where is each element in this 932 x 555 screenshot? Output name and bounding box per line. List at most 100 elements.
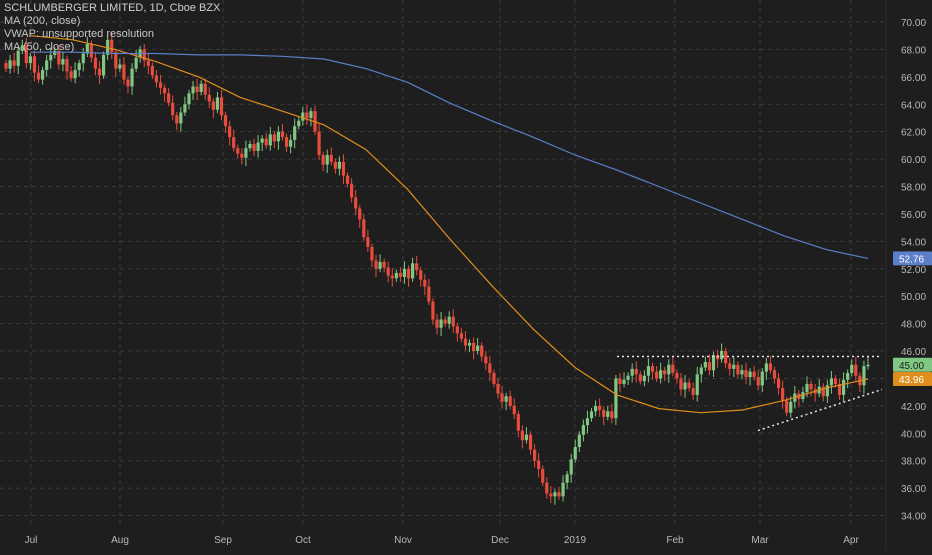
candle-body[interactable]: [492, 372, 496, 384]
candle-body[interactable]: [866, 364, 870, 367]
candle-body[interactable]: [683, 382, 687, 390]
candle-body[interactable]: [471, 342, 476, 352]
ma200-line[interactable]: [31, 51, 869, 259]
candle-body[interactable]: [671, 364, 675, 373]
candle-body[interactable]: [110, 39, 114, 53]
candle-body[interactable]: [337, 161, 342, 169]
candle-body[interactable]: [785, 400, 789, 413]
candle-body[interactable]: [362, 219, 366, 238]
candle-body[interactable]: [329, 154, 333, 162]
candle-body[interactable]: [61, 59, 65, 65]
candle-body[interactable]: [602, 409, 606, 417]
candle-body[interactable]: [228, 126, 232, 138]
candle-body[interactable]: [199, 83, 203, 92]
candle-body[interactable]: [516, 414, 520, 431]
candle-body[interactable]: [122, 64, 126, 80]
candle-body[interactable]: [252, 144, 256, 151]
candle-body[interactable]: [748, 371, 752, 378]
candle-body[interactable]: [520, 430, 524, 441]
candle-body[interactable]: [687, 382, 691, 389]
candle-body[interactable]: [85, 43, 89, 54]
candle-body[interactable]: [833, 378, 838, 384]
candle-body[interactable]: [317, 131, 321, 155]
candle-body[interactable]: [768, 363, 773, 371]
candle-body[interactable]: [557, 492, 561, 497]
candle-body[interactable]: [236, 148, 240, 154]
candle-body[interactable]: [187, 93, 191, 105]
candle-body[interactable]: [626, 375, 630, 380]
legend-ma50[interactable]: MA (50, close): [4, 41, 75, 53]
candle-body[interactable]: [289, 139, 293, 147]
candle-body[interactable]: [789, 401, 793, 413]
candle-body[interactable]: [284, 137, 289, 147]
candle-body[interactable]: [146, 60, 150, 66]
candle-body[interactable]: [386, 267, 390, 276]
candle-body[interactable]: [240, 153, 244, 158]
candle-body[interactable]: [846, 372, 850, 380]
candle-body[interactable]: [663, 370, 667, 375]
candle-body[interactable]: [618, 378, 622, 384]
candle-body[interactable]: [183, 104, 187, 113]
candle-body[interactable]: [854, 364, 858, 376]
candle-body[interactable]: [382, 261, 386, 268]
candle-body[interactable]: [862, 366, 866, 386]
candle-body[interactable]: [821, 386, 825, 397]
candle-body[interactable]: [740, 370, 744, 375]
candle-body[interactable]: [126, 79, 130, 87]
candle-body[interactable]: [447, 316, 451, 324]
candle-body[interactable]: [496, 383, 500, 394]
candle-body[interactable]: [435, 319, 439, 328]
candle-body[interactable]: [366, 237, 370, 247]
candle-body[interactable]: [760, 371, 764, 386]
candle-body[interactable]: [179, 112, 183, 124]
candle-body[interactable]: [829, 378, 834, 386]
candle-body[interactable]: [736, 364, 740, 375]
candle-body[interactable]: [305, 112, 309, 118]
candle-body[interactable]: [12, 60, 16, 66]
candle-body[interactable]: [561, 482, 565, 497]
candle-body[interactable]: [427, 286, 431, 302]
candle-body[interactable]: [398, 272, 403, 278]
candle-body[interactable]: [646, 366, 651, 376]
candle-body[interactable]: [699, 367, 703, 375]
candle-body[interactable]: [142, 49, 146, 61]
candle-body[interactable]: [268, 134, 272, 146]
candle-body[interactable]: [476, 345, 480, 352]
candle-body[interactable]: [374, 260, 378, 269]
candle-body[interactable]: [97, 68, 102, 76]
candle-body[interactable]: [77, 63, 81, 70]
candle-body[interactable]: [150, 65, 154, 76]
candle-body[interactable]: [32, 56, 37, 73]
candle-body[interactable]: [36, 72, 41, 80]
candle-body[interactable]: [402, 268, 407, 278]
candle-body[interactable]: [81, 53, 85, 64]
candle-body[interactable]: [610, 411, 614, 419]
candle-body[interactable]: [728, 363, 732, 369]
candle-body[interactable]: [16, 50, 20, 66]
candle-body[interactable]: [638, 374, 642, 382]
candle-body[interactable]: [695, 374, 699, 395]
candle-body[interactable]: [654, 371, 659, 379]
candle-body[interactable]: [175, 115, 179, 124]
candle-body[interactable]: [4, 63, 8, 69]
candle-body[interactable]: [752, 371, 756, 378]
candle-body[interactable]: [467, 342, 472, 346]
candle-body[interactable]: [837, 383, 842, 395]
candle-body[interactable]: [130, 68, 134, 87]
candle-body[interactable]: [801, 392, 805, 400]
candle-body[interactable]: [167, 93, 171, 103]
candle-body[interactable]: [354, 197, 358, 209]
candle-body[interactable]: [53, 50, 57, 55]
candle-body[interactable]: [28, 56, 32, 64]
candle-body[interactable]: [850, 364, 854, 373]
candle-body[interactable]: [720, 351, 724, 360]
candle-body[interactable]: [431, 301, 435, 320]
candle-body[interactable]: [764, 363, 768, 372]
candle-body[interactable]: [256, 142, 260, 151]
candle-body[interactable]: [101, 54, 106, 76]
candle-body[interactable]: [57, 50, 61, 65]
candle-body[interactable]: [419, 270, 423, 280]
candle-body[interactable]: [732, 364, 736, 369]
candle-body[interactable]: [333, 161, 337, 169]
